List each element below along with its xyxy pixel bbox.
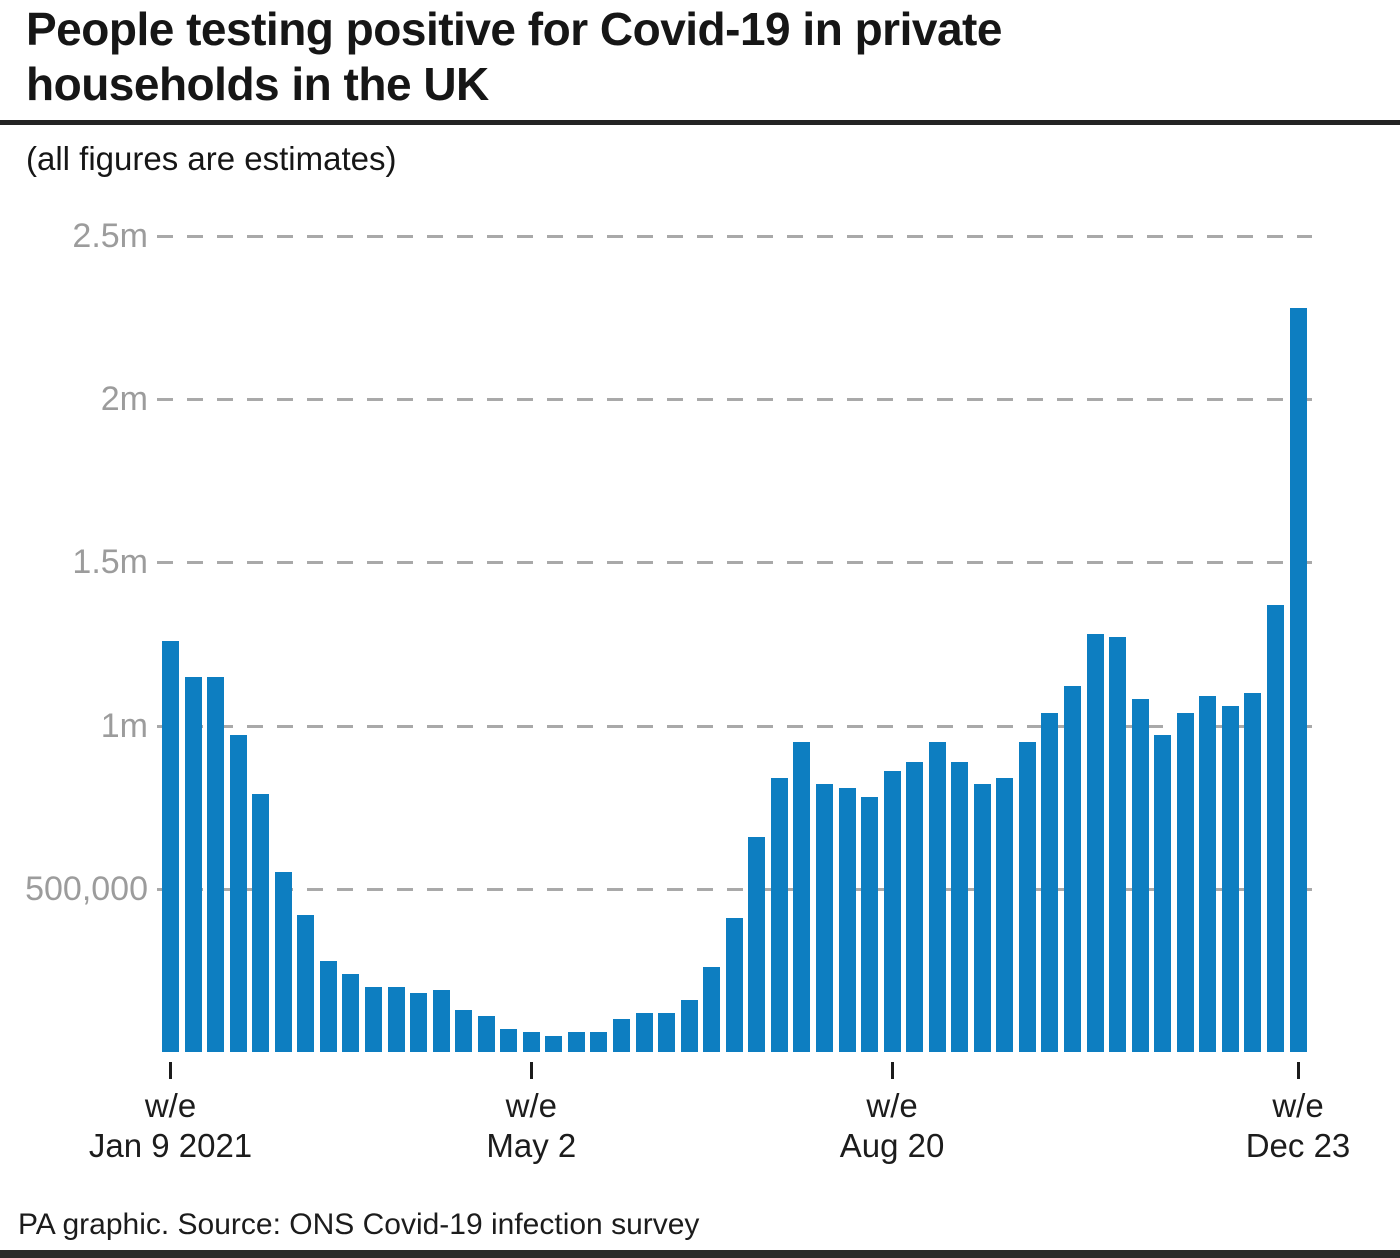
bar <box>928 742 946 1052</box>
x-axis-label: w/e Aug 20 <box>839 1087 945 1164</box>
x-axis-label: w/e Jan 9 2021 <box>88 1087 253 1164</box>
bar <box>522 1032 540 1052</box>
bar <box>861 797 879 1052</box>
bar <box>1266 605 1284 1052</box>
x-axis-label: w/e Dec 23 <box>1245 1087 1351 1164</box>
x-axis-tick <box>890 1062 894 1079</box>
y-axis-label: 500,000 <box>25 869 148 908</box>
bar <box>162 641 179 1052</box>
chart-title-line2: households in the UK <box>26 58 489 110</box>
bar <box>590 1032 608 1052</box>
bar <box>1131 699 1149 1052</box>
bar <box>1289 308 1307 1052</box>
bar <box>680 1000 698 1052</box>
x-axis-tick <box>169 1062 172 1079</box>
grid-line <box>157 398 1312 402</box>
bar <box>229 735 247 1052</box>
chart-title-line1: People testing positive for Covid-19 in … <box>26 3 1002 55</box>
bar <box>1018 742 1036 1052</box>
bar <box>635 1013 653 1052</box>
grid-line <box>157 887 1312 891</box>
bar <box>455 1010 473 1052</box>
bar <box>1244 693 1262 1052</box>
y-axis-label: 1.5m <box>72 543 148 582</box>
bar <box>364 987 382 1052</box>
bar <box>1199 696 1217 1052</box>
bar <box>297 915 315 1052</box>
grid-line <box>157 235 1312 238</box>
bar <box>477 1016 495 1052</box>
x-axis-label: w/e May 2 <box>486 1087 577 1164</box>
bar <box>252 794 270 1052</box>
bar <box>951 762 969 1052</box>
bar <box>996 778 1014 1052</box>
y-axis-label: 2.5m <box>72 217 148 255</box>
bar <box>1109 637 1127 1052</box>
bar <box>906 762 924 1052</box>
bar <box>410 993 428 1052</box>
bar <box>567 1032 585 1052</box>
bar <box>319 961 337 1052</box>
bottom-bar <box>0 1250 1400 1258</box>
y-axis-label: 1m <box>100 706 148 745</box>
chart-subtitle: (all figures are estimates) <box>26 140 397 177</box>
bar <box>500 1029 518 1052</box>
source-attribution: PA graphic. Source: ONS Covid-19 infecti… <box>18 1208 700 1241</box>
bar-chart: 2.5m 2m 1.5m 1m 500,000 w/e Jan 9 2021 w/e May… <box>0 200 1400 1200</box>
bar <box>432 990 450 1052</box>
bar <box>1221 706 1239 1052</box>
bar <box>1176 713 1194 1052</box>
bar <box>613 1019 630 1052</box>
x-axis-tick <box>529 1062 533 1079</box>
y-axis-label: 2m <box>100 380 148 419</box>
bar <box>184 677 202 1052</box>
chart-title: People testing positive for Covid-19 in … <box>26 2 1356 112</box>
bar <box>770 778 788 1052</box>
bar <box>883 771 901 1052</box>
bar <box>1154 735 1172 1052</box>
bar <box>658 1013 676 1052</box>
bar <box>973 784 991 1052</box>
bar <box>1064 686 1081 1052</box>
grid-line <box>157 724 1312 728</box>
bar <box>342 974 360 1052</box>
bar <box>1086 634 1104 1052</box>
bar <box>703 967 721 1052</box>
title-divider <box>0 120 1400 125</box>
bar <box>793 742 811 1052</box>
bar <box>1041 713 1059 1052</box>
bar <box>725 918 743 1052</box>
bar <box>815 784 833 1052</box>
bar <box>274 872 292 1052</box>
x-axis-tick <box>1296 1062 1300 1079</box>
grid-line <box>157 561 1312 565</box>
bar <box>387 987 405 1052</box>
bar <box>748 837 766 1052</box>
bar <box>838 788 856 1052</box>
bar <box>207 677 225 1052</box>
bar <box>545 1036 563 1052</box>
